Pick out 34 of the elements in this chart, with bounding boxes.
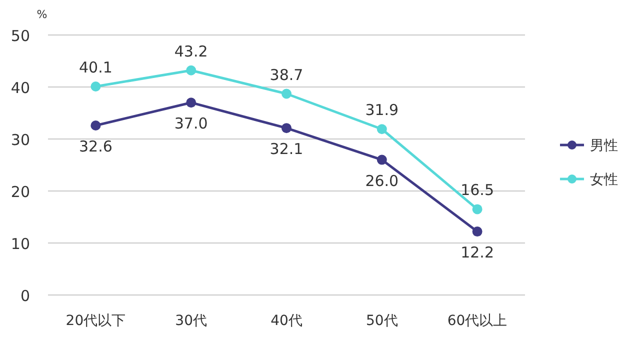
y-tick-label: 20 xyxy=(10,183,30,201)
point xyxy=(90,81,101,92)
point xyxy=(282,88,292,99)
x-tick-label: 30代 xyxy=(175,313,208,329)
y-tick-label: 50 xyxy=(10,27,30,45)
point xyxy=(186,65,196,76)
data-label: 12.2 xyxy=(460,244,494,262)
x-tick-label: 40代 xyxy=(270,313,302,329)
point xyxy=(472,204,482,214)
point xyxy=(282,123,292,134)
y-tick-label: 10 xyxy=(10,235,30,253)
y-tick-label: 40 xyxy=(10,79,30,97)
data-label: 26.0 xyxy=(365,172,399,190)
legend-label: 女性 xyxy=(590,172,618,188)
data-label: 32.6 xyxy=(78,137,112,156)
data-label: 38.7 xyxy=(270,66,304,84)
legend-label: 男性 xyxy=(590,138,618,154)
data-label: 40.1 xyxy=(78,58,112,76)
x-tick-label: 20代以下 xyxy=(66,313,126,329)
point xyxy=(472,226,482,237)
point xyxy=(376,154,387,165)
y-axis-title: % xyxy=(36,8,48,21)
point xyxy=(186,98,196,108)
data-label: 31.9 xyxy=(365,101,399,120)
data-label: 16.5 xyxy=(460,181,494,200)
y-tick-label: 30 xyxy=(10,131,30,149)
y-tick-label: 0 xyxy=(20,287,30,305)
point xyxy=(90,120,101,130)
x-tick-label: 50代 xyxy=(366,313,398,329)
data-label: 43.2 xyxy=(174,42,208,60)
point xyxy=(376,124,387,134)
x-tick-label: 60代以上 xyxy=(447,313,508,329)
data-label: 37.0 xyxy=(174,114,208,133)
data-label: 32.1 xyxy=(270,140,304,158)
